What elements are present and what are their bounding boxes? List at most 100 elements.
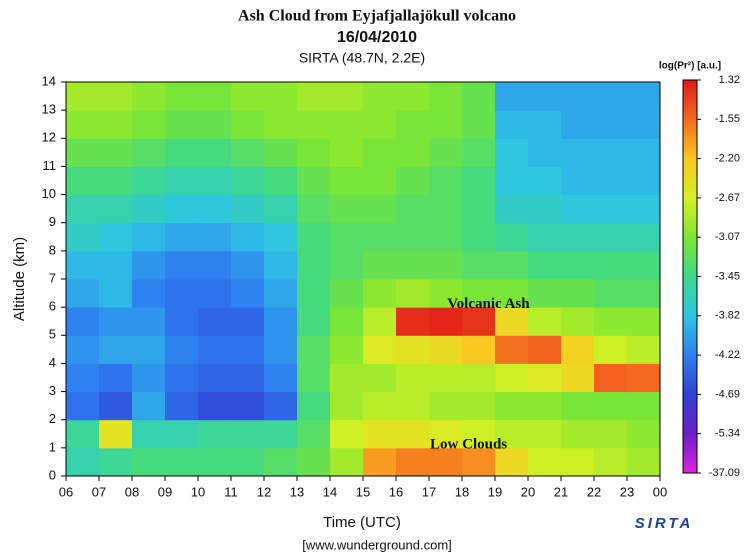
x-tick-label: 18 — [455, 484, 469, 499]
heatmap-cell — [231, 110, 265, 139]
heatmap-cell — [594, 279, 628, 308]
heatmap-cell — [132, 447, 166, 477]
heatmap-cell — [198, 391, 232, 421]
x-tick-label: 17 — [422, 484, 436, 499]
heatmap-cell — [264, 110, 298, 139]
heatmap-cell — [528, 307, 562, 336]
colorbar-tick-label: -2.67 — [715, 192, 740, 204]
heatmap-cell — [99, 419, 133, 449]
heatmap-cell — [396, 335, 430, 364]
heatmap-cell — [363, 419, 397, 449]
x-tick-label: 08 — [125, 484, 139, 499]
heatmap-cell — [429, 335, 463, 364]
heatmap-cell — [561, 194, 595, 224]
heatmap-cell — [99, 166, 133, 196]
heatmap-cell — [165, 307, 199, 336]
heatmap-cell — [594, 335, 628, 364]
heatmap-cell — [264, 279, 298, 308]
heatmap-cell — [462, 335, 496, 364]
heatmap-cell — [132, 391, 166, 421]
heatmap-cell — [330, 419, 364, 449]
x-tick-label: 14 — [323, 484, 337, 499]
heatmap-cell — [627, 307, 661, 336]
heatmap-cell — [231, 138, 265, 167]
heatmap-cell — [165, 222, 199, 252]
heatmap-cell — [165, 335, 199, 364]
heatmap-cell — [198, 307, 232, 336]
heatmap-cell — [462, 194, 496, 224]
heatmap-cell — [561, 335, 595, 364]
x-tick-label: 20 — [521, 484, 535, 499]
heatmap-cell — [231, 447, 265, 477]
heatmap-cell — [363, 166, 397, 196]
colorbar-tick-label: -4.22 — [715, 349, 740, 361]
heatmap-cell — [429, 419, 463, 449]
heatmap-cell — [528, 166, 562, 196]
heatmap-cell — [297, 166, 331, 196]
heatmap-cell — [198, 110, 232, 139]
heatmap-cell — [363, 110, 397, 139]
heatmap-cell — [66, 335, 100, 364]
heatmap-cell — [264, 363, 298, 393]
heatmap-cell — [99, 279, 133, 308]
heatmap-cell — [231, 250, 265, 280]
heatmap-cell — [627, 419, 661, 449]
heatmap-cell — [627, 166, 661, 196]
heatmap-cell — [396, 110, 430, 139]
heatmap-cell — [165, 250, 199, 280]
heatmap-cell — [363, 279, 397, 308]
heatmap-cell — [429, 222, 463, 252]
heatmap-cell — [66, 279, 100, 308]
y-tick-label: 10 — [42, 186, 56, 201]
heatmap-cell — [495, 110, 529, 139]
heatmap-cell — [561, 307, 595, 336]
heatmap-cell — [165, 279, 199, 308]
heatmap-cell — [297, 138, 331, 167]
heatmap-cell — [429, 447, 463, 477]
heatmap-cell — [264, 391, 298, 421]
heatmap-cell — [462, 166, 496, 196]
heatmap-cell — [264, 166, 298, 196]
heatmap-cell — [528, 391, 562, 421]
heatmap-cell — [462, 391, 496, 421]
heatmap — [66, 82, 661, 477]
chart-title: Ash Cloud from Eyjafjallajökull volcano — [238, 8, 516, 25]
heatmap-cell — [495, 138, 529, 167]
heatmap-cell — [528, 363, 562, 393]
heatmap-cell — [132, 110, 166, 139]
heatmap-cell — [396, 447, 430, 477]
y-tick-label: 4 — [49, 355, 56, 370]
heatmap-cell — [396, 194, 430, 224]
site-label: SIRTA (48.7N, 2.2E) — [299, 50, 425, 66]
heatmap-cell — [231, 166, 265, 196]
colorbar-tick-label: -5.34 — [715, 428, 740, 440]
heatmap-cell — [264, 194, 298, 224]
heatmap-cell — [495, 222, 529, 252]
heatmap-cell — [330, 110, 364, 139]
y-tick-label: 3 — [49, 383, 56, 398]
heatmap-cell — [594, 307, 628, 336]
colorbar-tick-label: -37.09 — [709, 467, 740, 479]
x-tick-label: 19 — [488, 484, 502, 499]
heatmap-cell — [429, 307, 463, 336]
x-tick-label: 21 — [554, 484, 568, 499]
heatmap-cell — [561, 363, 595, 393]
x-tick-label: 11 — [224, 484, 238, 499]
colorbar-tick-label: -4.69 — [715, 388, 740, 400]
heatmap-cell — [594, 166, 628, 196]
heatmap-cell — [132, 335, 166, 364]
heatmap-cell — [627, 447, 661, 477]
x-tick-label: 00 — [653, 484, 667, 499]
heatmap-cell — [330, 363, 364, 393]
heatmap-cell — [198, 419, 232, 449]
heatmap-cell — [132, 194, 166, 224]
y-tick-label: 9 — [49, 214, 56, 229]
x-tick-label: 09 — [158, 484, 172, 499]
heatmap-cell — [330, 222, 364, 252]
y-tick-label: 8 — [49, 242, 56, 257]
heatmap-cell — [429, 138, 463, 167]
heatmap-cell — [264, 419, 298, 449]
heatmap-cell — [231, 391, 265, 421]
heatmap-cell — [264, 138, 298, 167]
heatmap-cell — [99, 194, 133, 224]
